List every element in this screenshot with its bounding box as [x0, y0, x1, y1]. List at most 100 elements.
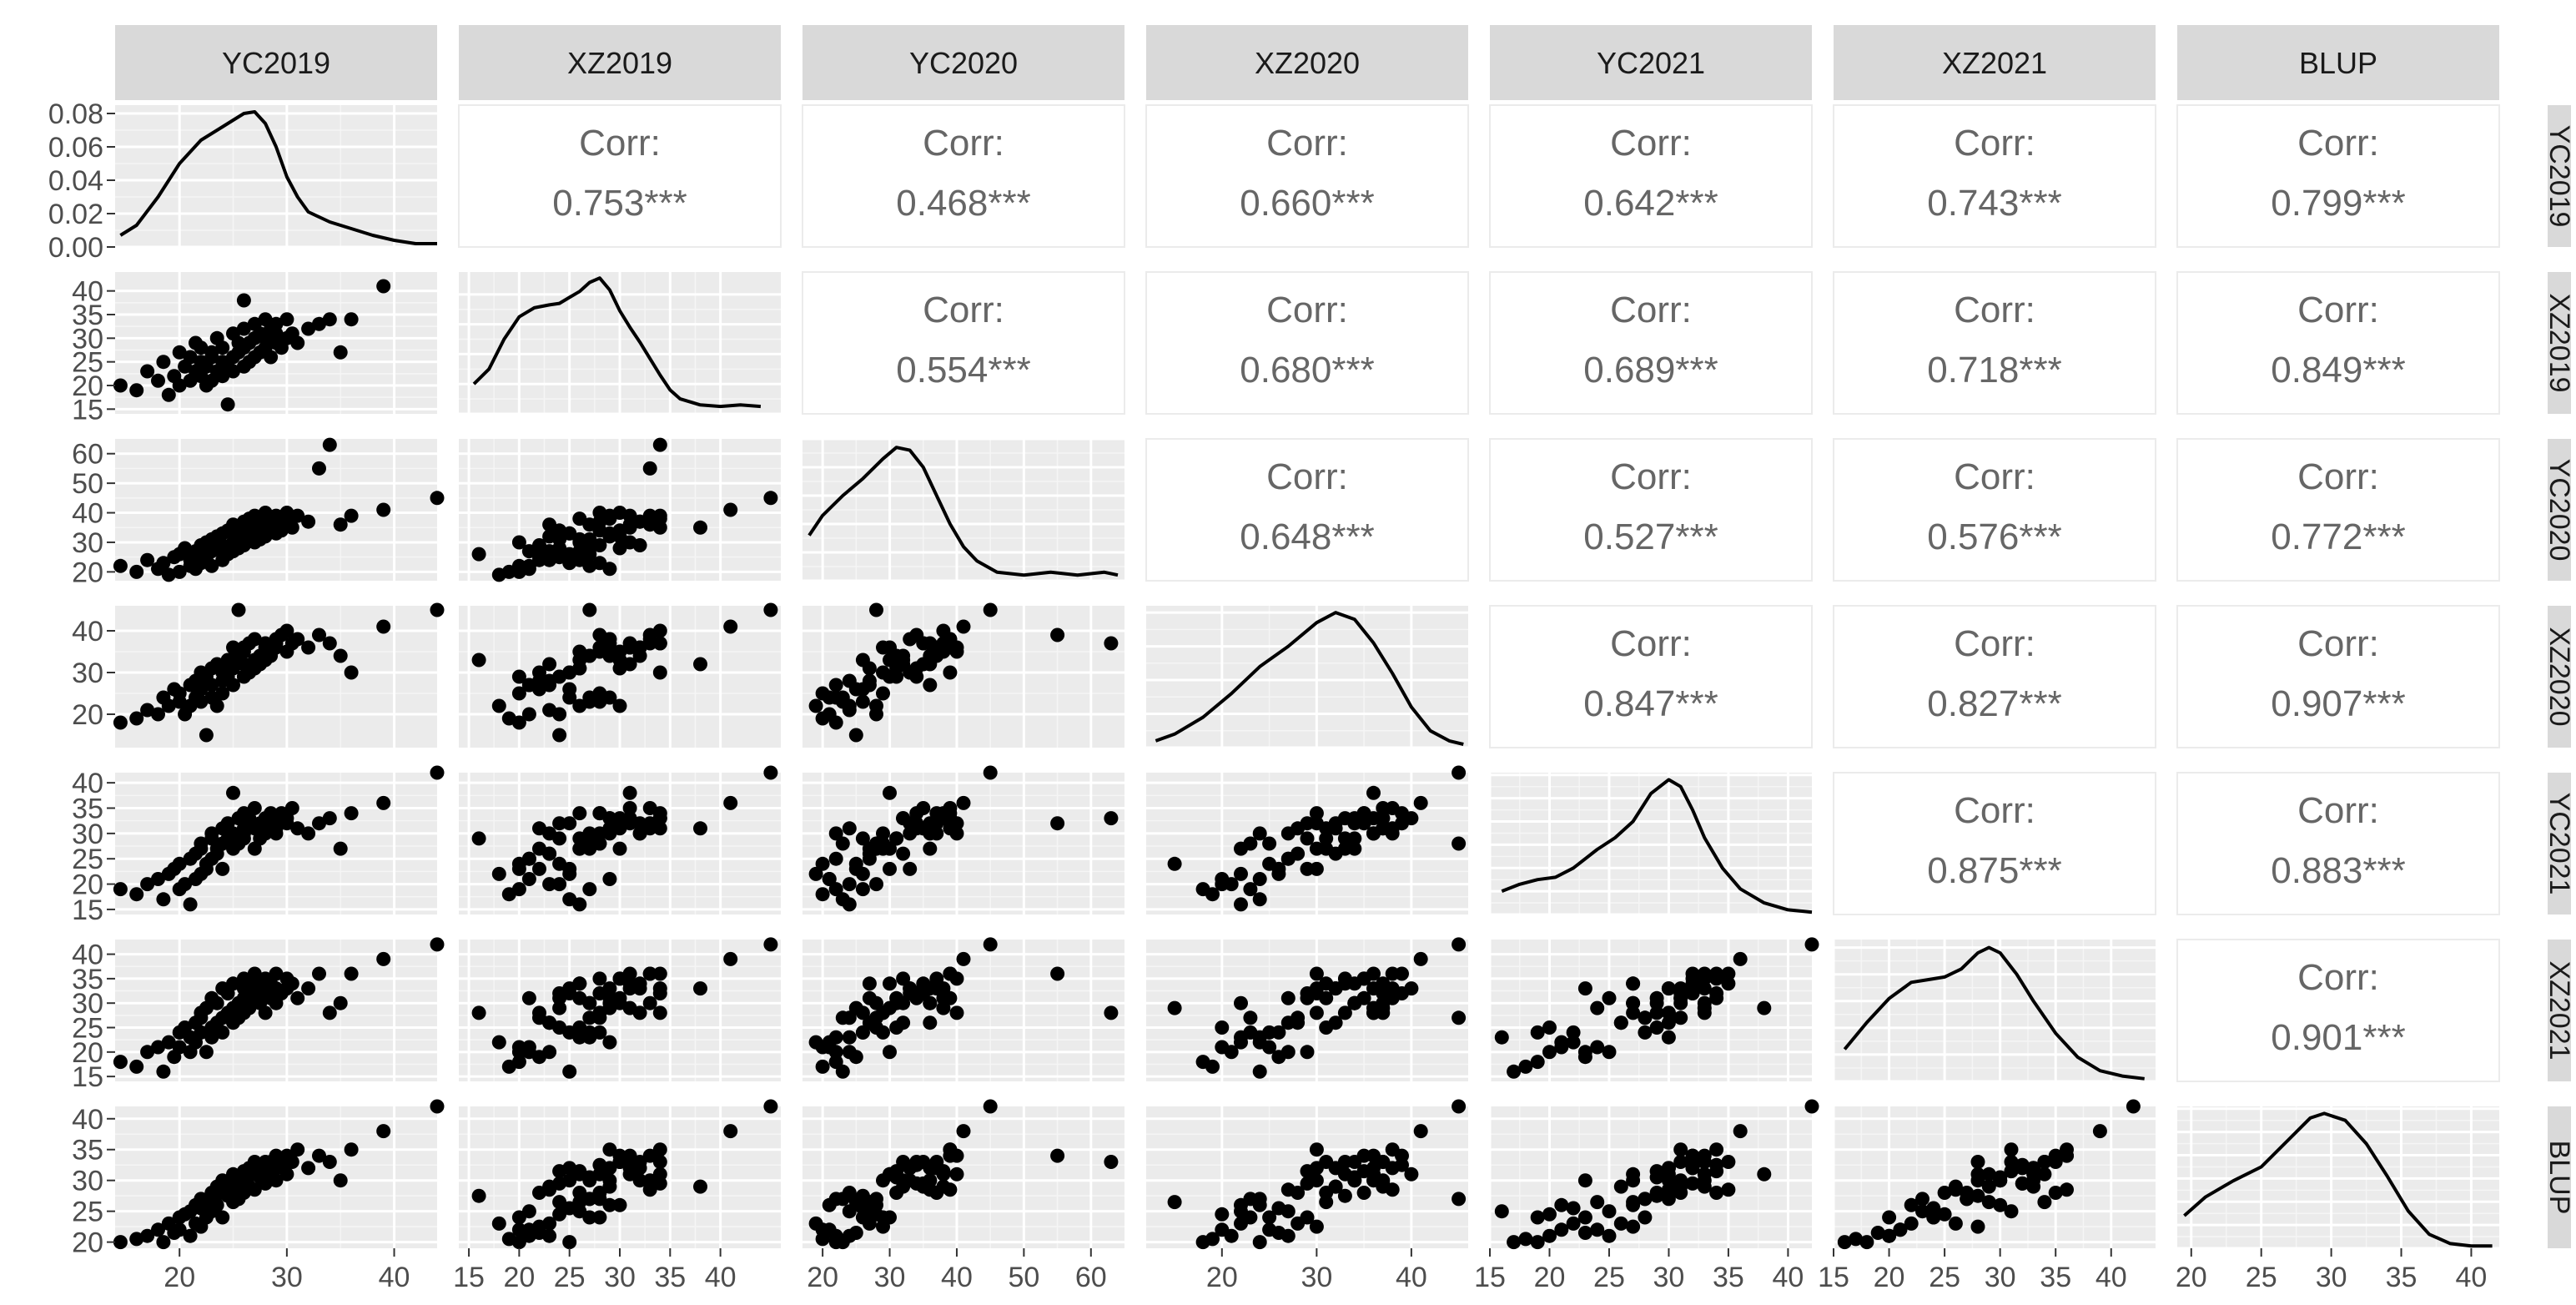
data-point	[612, 698, 627, 713]
data-point	[1252, 892, 1267, 907]
data-point	[151, 872, 165, 886]
data-point	[491, 1035, 506, 1050]
data-point	[279, 623, 294, 638]
corr-panel	[1145, 438, 1469, 582]
data-point	[269, 966, 284, 981]
corr-value: 0.827***	[1927, 683, 2061, 724]
data-point	[511, 1045, 526, 1060]
x-tick-label: 30	[1301, 1262, 1332, 1293]
data-point	[1280, 826, 1296, 841]
data-point	[1252, 872, 1267, 886]
data-point	[1215, 1040, 1230, 1055]
data-point	[855, 1025, 870, 1040]
data-point	[140, 877, 155, 892]
data-point	[521, 1045, 536, 1060]
data-point	[1050, 1148, 1065, 1163]
corr-label: Corr:	[1954, 623, 2035, 664]
corr-label: Corr:	[1610, 623, 1692, 664]
data-point	[290, 990, 305, 1005]
data-point	[552, 877, 567, 892]
corr-value: 0.875***	[1927, 850, 2061, 891]
data-point	[333, 995, 348, 1010]
data-point	[1673, 1155, 1688, 1169]
data-point	[1661, 1161, 1676, 1176]
data-point	[1626, 976, 1641, 991]
y-tick-label: 35	[72, 794, 103, 825]
data-point	[1554, 1197, 1569, 1212]
data-point	[1590, 1222, 1605, 1237]
scatter-points	[113, 279, 391, 412]
data-point	[572, 806, 587, 821]
data-point	[1590, 1000, 1605, 1015]
data-point	[842, 821, 857, 836]
data-point	[723, 951, 738, 966]
data-point	[113, 1235, 128, 1250]
data-point	[808, 698, 823, 713]
data-point	[430, 491, 445, 506]
data-point	[172, 378, 187, 393]
strip-right	[2548, 272, 2571, 414]
data-point	[129, 564, 144, 579]
strip-top-label: XZ2021	[1942, 46, 2047, 80]
data-point	[344, 508, 359, 523]
data-point	[592, 806, 607, 821]
data-point	[1757, 1166, 1772, 1182]
data-point	[1494, 1204, 1509, 1219]
data-point	[209, 1197, 224, 1212]
x-tick-label: 20	[503, 1262, 535, 1293]
corr-label: Corr:	[1266, 123, 1348, 164]
data-point	[889, 1170, 904, 1185]
data-point	[1590, 1195, 1605, 1210]
data-point	[916, 976, 931, 991]
data-point	[542, 517, 557, 532]
data-point	[612, 644, 627, 659]
data-point	[430, 1099, 445, 1114]
scatter-points	[471, 437, 778, 582]
data-point	[869, 1192, 883, 1207]
data-point	[1337, 1005, 1352, 1020]
data-point	[763, 937, 778, 952]
data-point	[943, 1182, 958, 1197]
x-tick-label: 20	[807, 1262, 838, 1293]
data-point	[1566, 1201, 1581, 1216]
data-point	[828, 690, 843, 705]
strip-top-label: YC2019	[222, 46, 330, 80]
data-point	[113, 882, 128, 897]
corr-panel	[1145, 271, 1469, 415]
data-point	[521, 1228, 536, 1243]
scatter-points	[808, 937, 1119, 1079]
data-point	[883, 976, 897, 991]
data-point	[723, 502, 738, 517]
data-point	[1452, 1010, 1467, 1025]
data-point	[1271, 866, 1286, 881]
data-point	[632, 1005, 647, 1020]
data-point	[1638, 1192, 1653, 1207]
data-point	[1356, 971, 1371, 986]
data-point	[652, 665, 667, 680]
corr-label: Corr:	[579, 123, 661, 164]
data-point	[602, 1035, 617, 1050]
data-point	[312, 1148, 326, 1163]
data-point	[290, 508, 305, 523]
data-point	[511, 861, 526, 876]
strip-top	[1146, 25, 1468, 100]
x-tick-label: 30	[1985, 1262, 2016, 1293]
data-point	[1494, 1030, 1509, 1045]
data-point	[1721, 1155, 1736, 1169]
data-point	[491, 866, 506, 881]
data-point	[693, 981, 707, 996]
data-point	[848, 1226, 863, 1240]
data-point	[828, 1030, 843, 1045]
data-point	[1205, 1232, 1220, 1247]
data-point	[1376, 811, 1391, 826]
data-point	[209, 698, 224, 713]
data-point	[2037, 1155, 2052, 1169]
x-tick-label: 30	[271, 1262, 303, 1293]
strip-top	[115, 25, 437, 100]
data-point	[1262, 1210, 1277, 1225]
density-curve	[119, 110, 437, 245]
x-tick-label: 40	[1772, 1262, 1804, 1293]
data-point	[1319, 831, 1334, 846]
data-point	[376, 1124, 391, 1139]
data-point	[1262, 1222, 1277, 1237]
